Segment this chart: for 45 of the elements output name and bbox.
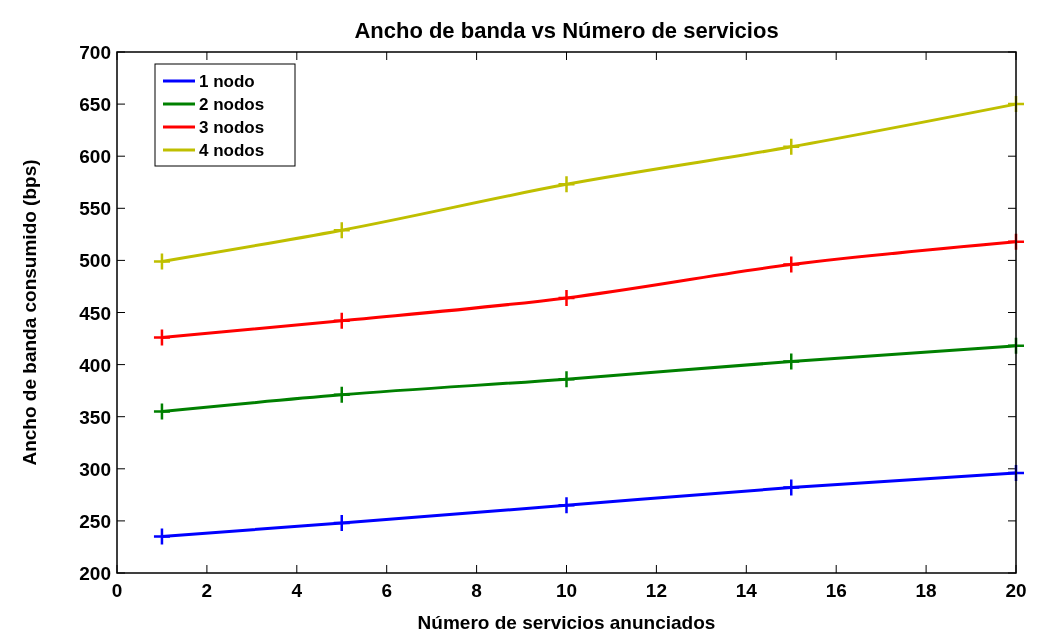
y-tick-label: 200 [79,563,111,584]
legend-label: 1 nodo [199,72,255,91]
point [152,252,172,271]
x-tick-label: 18 [915,580,937,601]
point [152,328,172,347]
x-tick-label: 6 [381,580,392,601]
x-tick-label: 14 [735,580,758,601]
x-tick-label: 10 [555,580,578,601]
point [782,255,801,274]
point [557,496,576,515]
x-tick-label: 20 [1005,580,1027,601]
point [557,175,576,194]
y-tick-label: 400 [79,354,111,376]
y-tick-label: 550 [79,198,111,220]
x-tick-label: 4 [291,580,303,601]
point [557,369,576,389]
point [557,288,576,308]
x-tick-label: 8 [471,580,482,601]
y-tick-label: 700 [79,42,111,63]
x-axis-title: Número de servicios anunciados [417,612,716,633]
x-tick-label: 0 [111,580,123,601]
point [152,527,172,546]
point [332,311,351,331]
legend-label: 3 nodos [199,118,265,137]
x-tick-label: 16 [825,580,847,601]
y-tick-label: 450 [79,302,111,324]
chart-title: Ancho de banda vs Número de servicios [354,18,779,43]
y-tick-label: 500 [79,250,111,272]
point [782,137,801,157]
x-tick-label: 12 [645,580,667,601]
point [782,352,801,371]
y-tick-label: 600 [79,146,111,168]
legend-label: 2 nodos [199,95,265,114]
point [332,385,351,405]
point [152,402,172,421]
y-tick-label: 250 [79,510,111,532]
point [782,478,801,497]
point [332,513,351,533]
y-tick-label: 650 [79,94,111,116]
x-tick-label: 2 [201,580,213,601]
y-axis-title: Ancho de banda consumido (bps) [19,159,40,466]
point [332,220,351,240]
y-tick-label: 350 [79,406,111,428]
y-tick-label: 300 [79,458,111,480]
legend-label: 4 nodos [199,141,265,160]
